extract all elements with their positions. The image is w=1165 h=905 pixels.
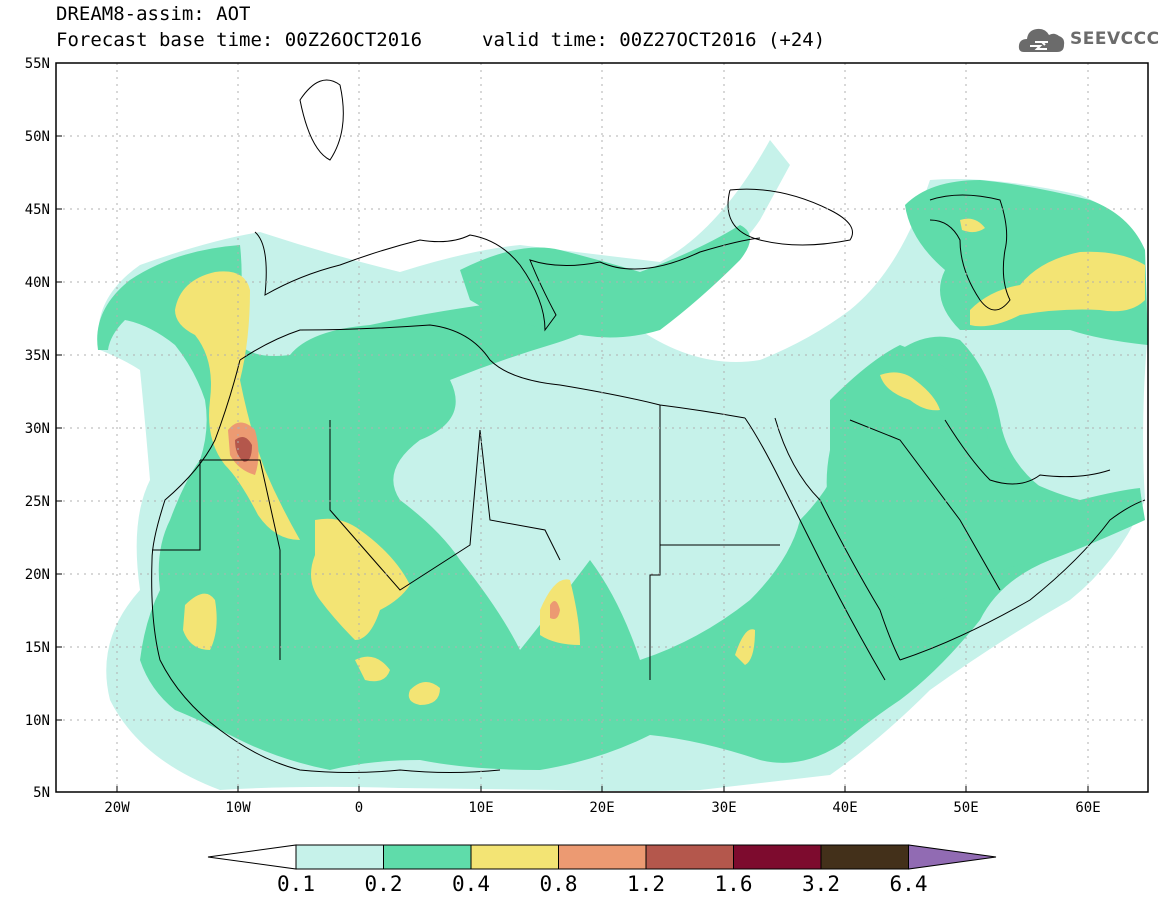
tick-marks — [56, 62, 1089, 793]
aot-area-iraq — [880, 372, 940, 411]
coast-red-sea — [744, 417, 901, 681]
colorbar-label: 3.2 — [802, 872, 840, 896]
lon-label: 10E — [468, 800, 493, 816]
border-mauritania — [200, 459, 281, 660]
lat-label: 25N — [25, 494, 50, 510]
coastlines — [151, 79, 1146, 773]
colorbar-box — [733, 844, 822, 870]
colorbar-box — [558, 844, 647, 870]
colorbar-over-triangle — [908, 844, 997, 870]
colorbar-box — [295, 844, 384, 870]
lon-label: 40E — [832, 800, 857, 816]
colorbar-under-triangle — [207, 844, 297, 870]
aot-area-niger — [355, 656, 390, 682]
lon-label: 20E — [589, 800, 614, 816]
colorbar-label: 0.2 — [365, 872, 403, 896]
lon-label: 20W — [104, 800, 130, 816]
aot-area-chad — [540, 579, 580, 645]
aot-field — [97, 140, 1148, 791]
aot-1.2-layer — [235, 436, 252, 462]
colorbar-label: 1.2 — [627, 872, 665, 896]
lat-label: 50N — [25, 129, 50, 145]
aot-area-caspian-north — [960, 218, 985, 233]
border-sahara — [152, 460, 201, 551]
coast-arabia — [899, 499, 1146, 661]
border-libya — [479, 429, 561, 561]
aot-area-arabia — [826, 345, 1144, 604]
colorbar: 0.1 0.2 0.4 0.8 1.2 1.6 3.2 6.4 — [207, 844, 997, 896]
aot-area-morocco-band — [175, 271, 300, 540]
lat-label: 15N — [25, 640, 50, 656]
aot-area-chad-peak — [550, 601, 560, 619]
logo-text: SEEVCCC — [1070, 29, 1160, 49]
lat-label: 45N — [25, 202, 50, 218]
aot-area-mali — [311, 518, 410, 640]
lon-label: 60E — [1075, 800, 1100, 816]
lon-label: 0 — [355, 800, 363, 816]
colorbar-label: 1.6 — [715, 872, 753, 896]
aot-area-central-asia — [970, 251, 1145, 327]
coast-caspian — [929, 194, 1011, 311]
colorbar-box — [383, 844, 472, 870]
coast-uk — [299, 79, 344, 161]
lat-label: 20N — [25, 567, 50, 583]
colorbar-box — [645, 844, 734, 870]
border-sudan — [649, 545, 661, 680]
aot-area-peak — [235, 436, 252, 462]
lat-label: 30N — [25, 421, 50, 437]
aot-area-nigeria — [408, 681, 440, 705]
colorbar-box — [820, 844, 909, 870]
valid-time: valid time: 00Z27OCT2016 (+24) — [482, 29, 826, 51]
colorbar-label: 0.8 — [540, 872, 578, 896]
aot-0.4-layer — [175, 218, 1145, 705]
colorbar-label: 6.4 — [890, 872, 928, 896]
aot-area-balkans — [460, 225, 750, 338]
colorbar-label: 0.1 — [277, 872, 315, 896]
seevccc-logo: SEEVCCC — [1018, 22, 1160, 58]
coast-black-sea — [727, 188, 853, 246]
map-title: DREAM8-assim: AOT — [56, 3, 251, 25]
lat-label: 35N — [25, 348, 50, 364]
border-algeria — [329, 420, 481, 591]
lon-label: 30E — [711, 800, 736, 816]
lon-label: 50E — [953, 800, 978, 816]
aot-area-mauritania — [183, 593, 217, 650]
coast-europe-south — [254, 231, 761, 332]
lat-labels: 55N 50N 45N 40N 35N 30N 25N 20N 15N 10N … — [25, 56, 50, 801]
colorbar-box — [470, 844, 559, 870]
lon-gridlines — [116, 63, 1089, 792]
lon-labels: 20W 10W 0 10E 20E 30E 40E 50E 60E — [104, 800, 1100, 816]
cloud-icon — [1018, 28, 1065, 52]
border-saudi — [849, 419, 1001, 591]
aot-area-sudan — [735, 629, 755, 665]
lat-label: 5N — [33, 785, 50, 801]
coast-gulf — [944, 419, 1111, 485]
lon-label: 10W — [225, 800, 251, 816]
forecast-base-time: Forecast base time: 00Z26OCT2016 — [56, 29, 423, 51]
colorbar-label: 0.4 — [452, 872, 490, 896]
lat-label: 55N — [25, 56, 50, 72]
lat-label: 40N — [25, 275, 50, 291]
lat-label: 10N — [25, 713, 50, 729]
